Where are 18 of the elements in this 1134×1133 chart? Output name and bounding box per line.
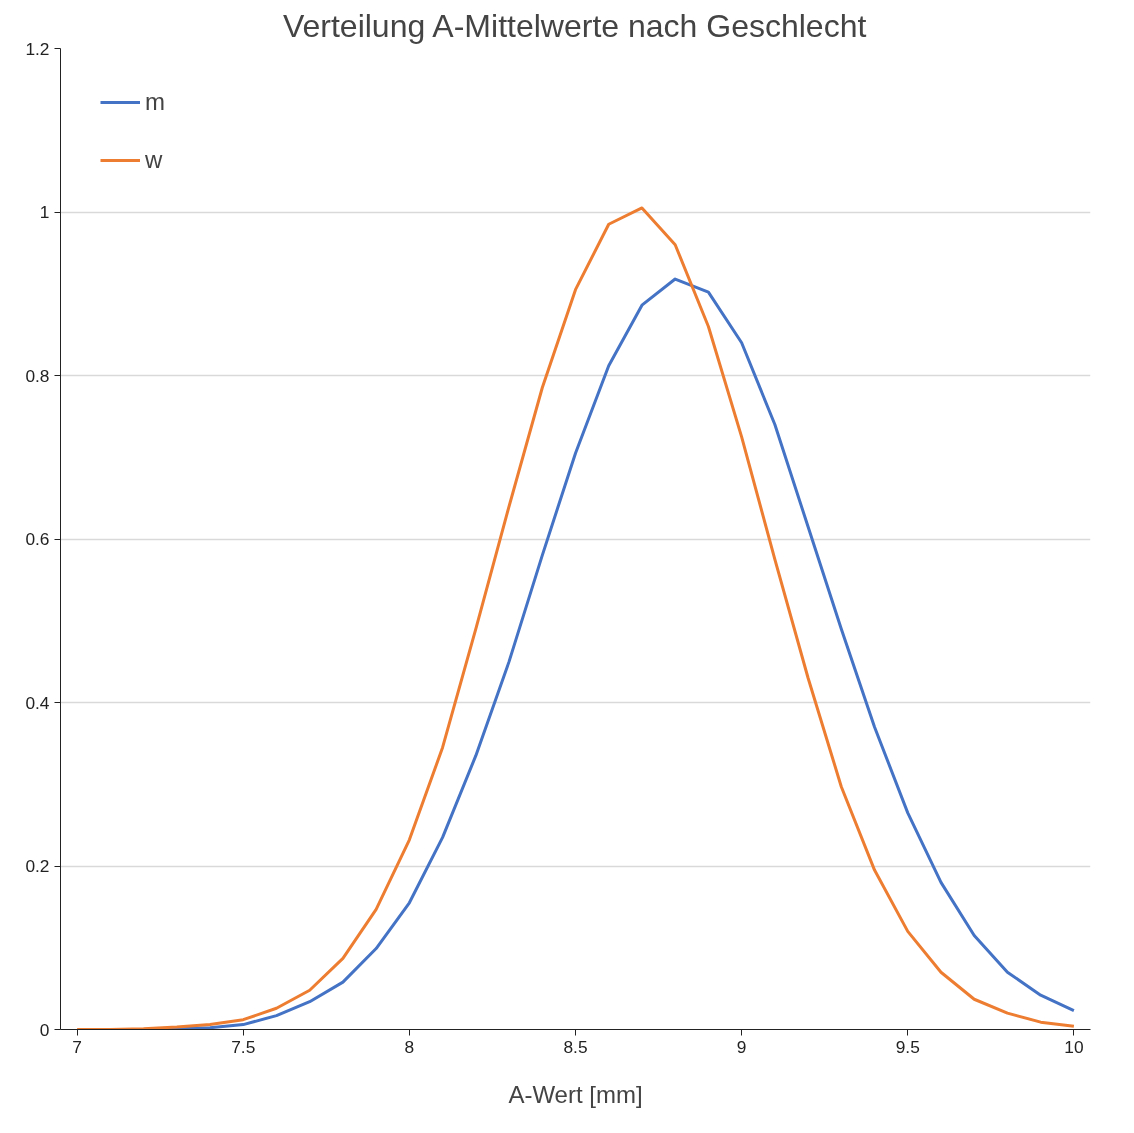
y-tick-label: 0.4	[25, 692, 50, 713]
y-tick-label: 1	[39, 202, 50, 222]
chart-title: Verteilung A-Mittelwerte nach Geschlecht	[282, 7, 867, 44]
y-tick-label: 1.2	[25, 38, 50, 59]
y-tick-label: 0	[39, 1019, 50, 1040]
legend-label: w	[145, 146, 164, 174]
legend-label: m	[145, 88, 165, 116]
x-tick-label: 9	[736, 1036, 747, 1057]
y-tick-label: 0.8	[25, 365, 50, 386]
x-tick-label: 7.5	[231, 1036, 256, 1057]
y-tick-label: 0.6	[25, 529, 50, 549]
x-tick-label: 8.5	[563, 1036, 588, 1057]
y-tick-label: 0.2	[25, 856, 50, 876]
x-tick-label: 10	[1064, 1036, 1084, 1057]
x-tick-label: 7	[72, 1036, 82, 1057]
x-tick-label: 8	[404, 1036, 415, 1057]
x-tick-label: 9.5	[895, 1036, 920, 1057]
x-axis-title: A-Wert [mm]	[508, 1080, 643, 1108]
